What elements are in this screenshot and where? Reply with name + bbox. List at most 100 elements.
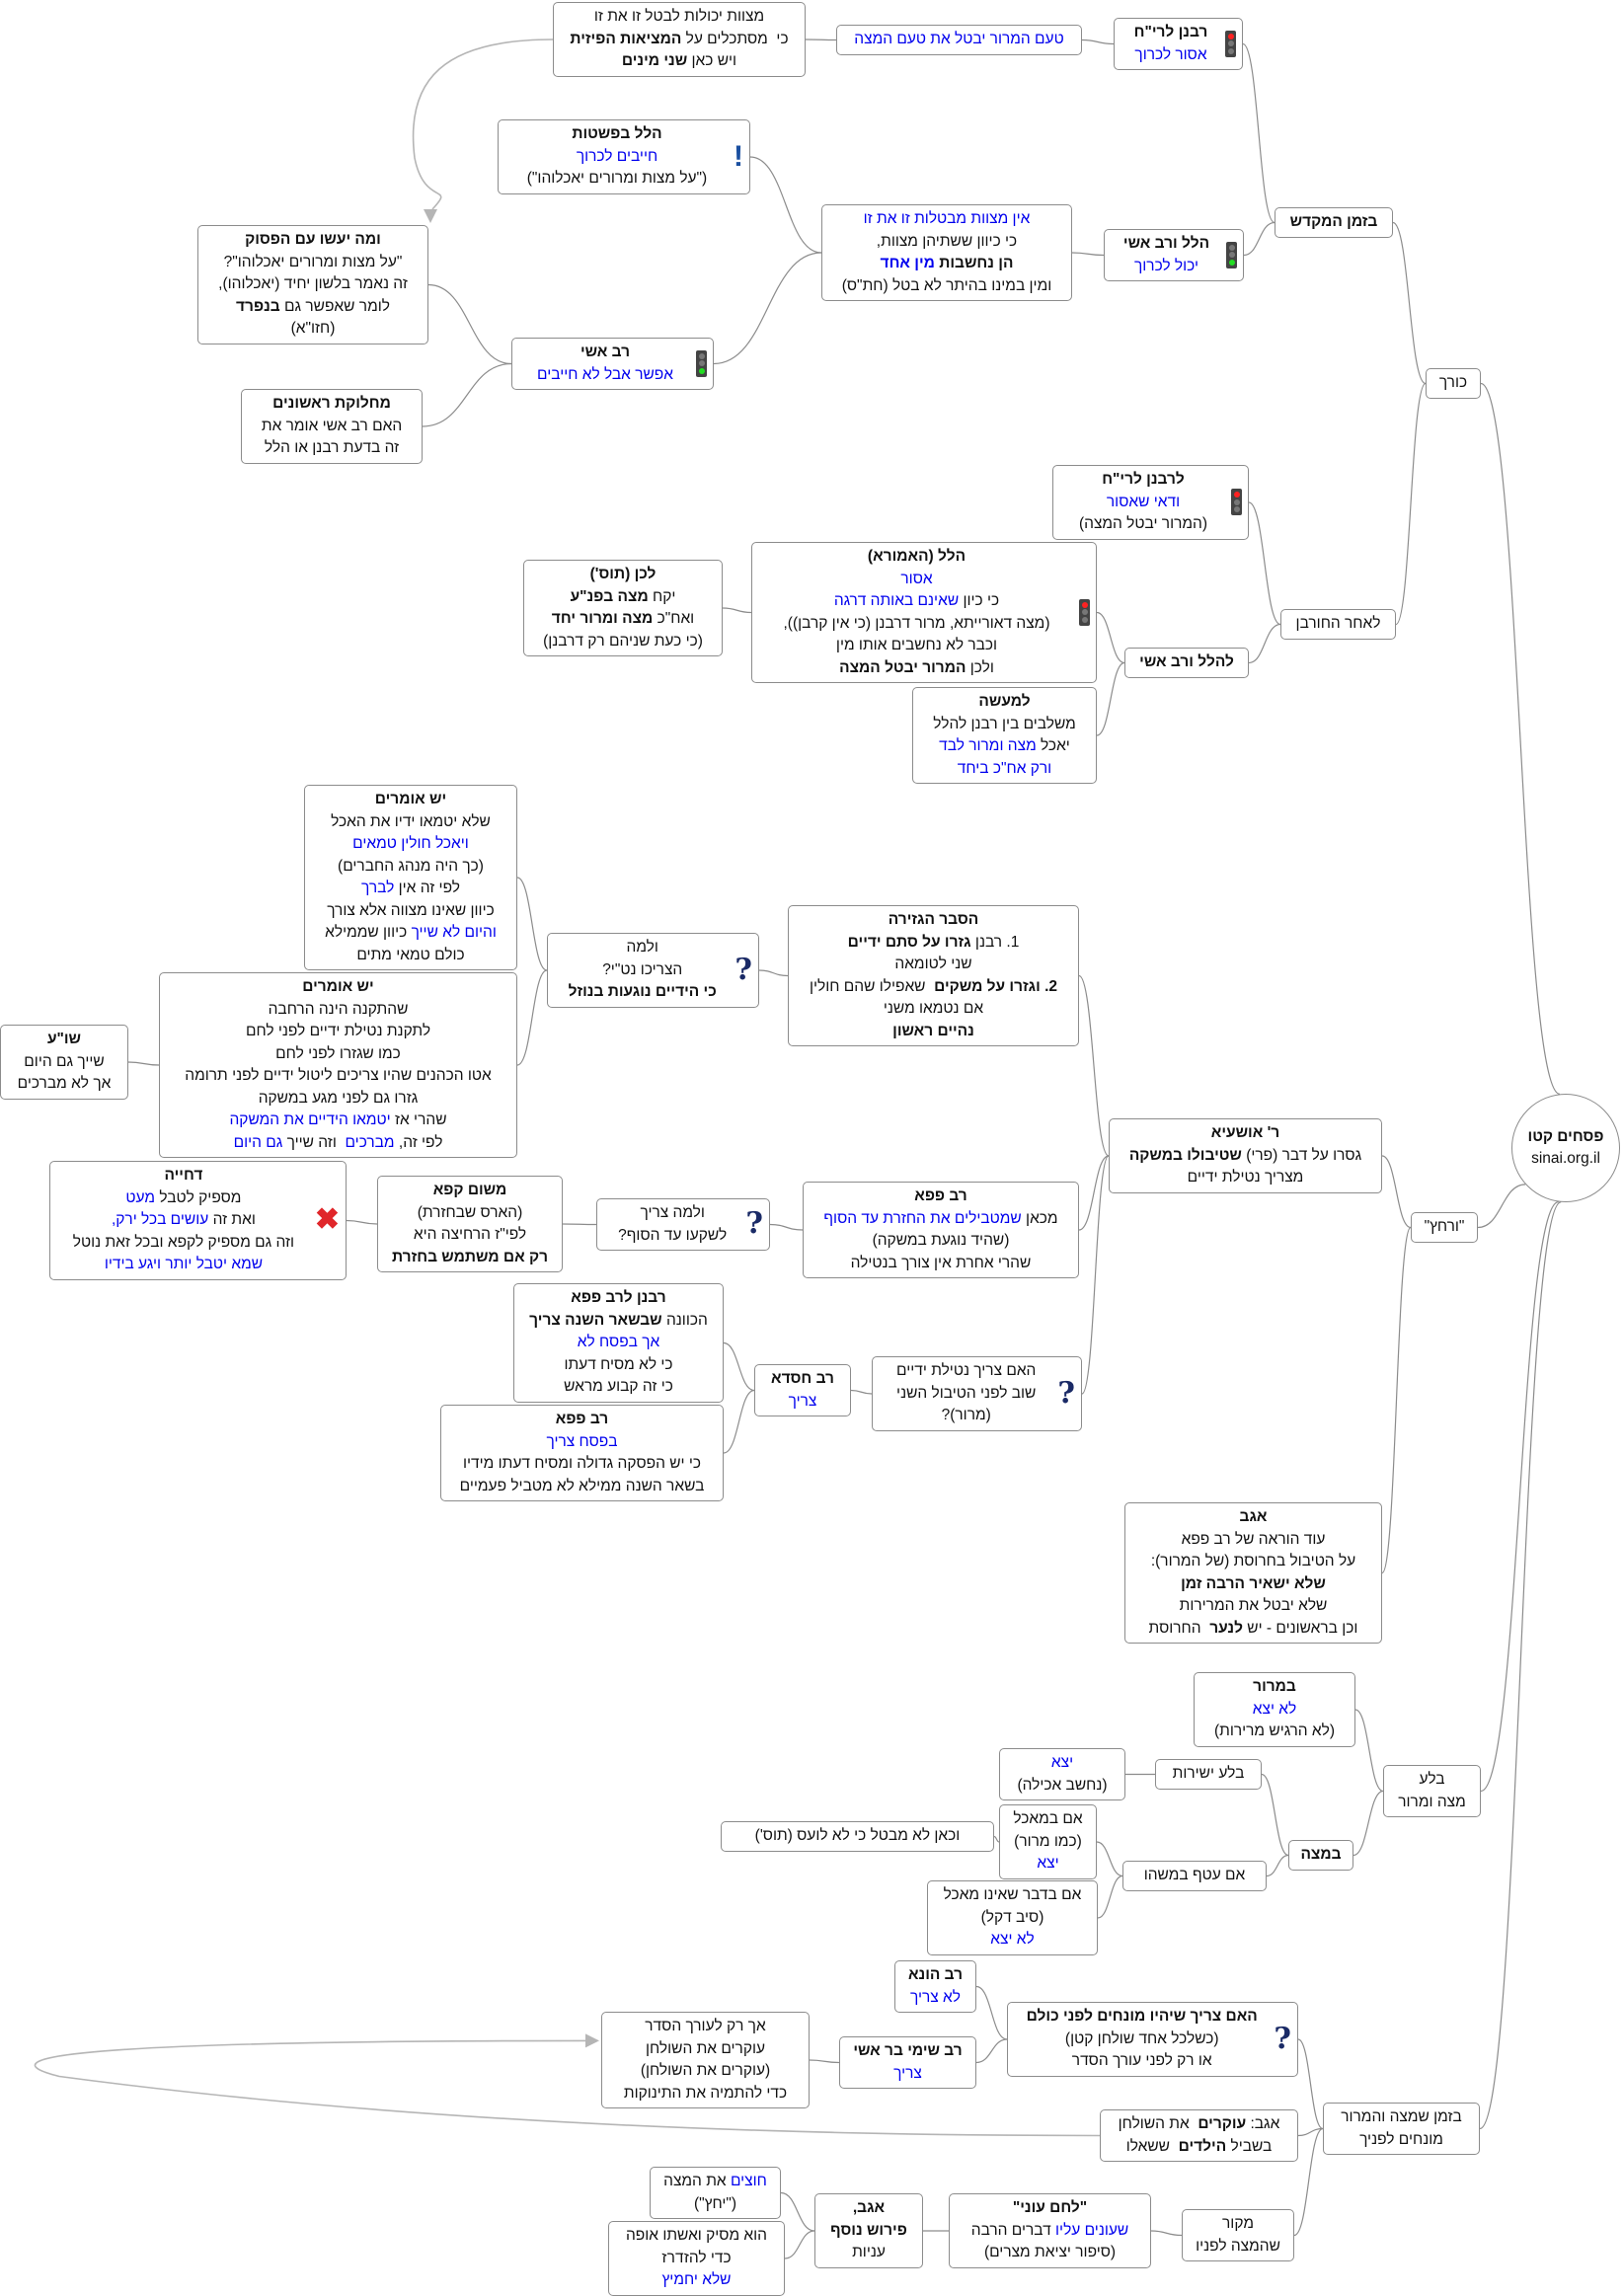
node-maror-not-fulfilled[interactable]: במרור לא יצא (לא הרגיש מרירות) <box>1194 1672 1355 1747</box>
node-split-matza[interactable]: חוצים את המצה ("יחץ") <box>650 2167 781 2219</box>
connector-C-M <box>1248 501 1281 626</box>
node-before-everyone-question[interactable]: ? האם צריך שיהיו מונחים לפני כולם (כשלכל א… <box>1007 2002 1298 2077</box>
node-shulchan-aruch[interactable]: שו"ע שייך גם היום אך לא מברכים <box>0 1025 128 1100</box>
topic-urchatz[interactable]: "ורחץ" <box>1411 1212 1478 1243</box>
node-line: הצריכו נט"י? <box>554 959 731 982</box>
node-if-in-food[interactable]: אם במאכל (כמו מרור) יצא <box>999 1804 1097 1879</box>
node-rejection[interactable]: ✖ דחייה מספיק לטבל מעט ואת זה עושים בכל ירק… <box>49 1161 347 1280</box>
topic-swallowed[interactable]: בלע מצה ומרור <box>1383 1765 1481 1817</box>
connector-ROOT-A <box>1480 382 1561 1095</box>
node-therefore-tosafot[interactable]: לכן (תוס') יקח מצה בפנ"ע ואח"כ מצה ומרור י… <box>523 560 723 656</box>
node-fulfilled-eating[interactable]: יצא (נחשב אכילה) <box>999 1748 1125 1800</box>
node-swallowed-directly[interactable]: בלע ישירות <box>1155 1759 1262 1790</box>
node-decree-explanation[interactable]: הסבר הגזירה 1. רבנן גזרו על סתם ידיים שני … <box>788 905 1079 1046</box>
node-text: האם צריך שיהיו מונחים לפני כולם (כשלכל אח… <box>1014 2006 1270 2073</box>
node-line: מספיק לטבל מעט <box>56 1187 311 1210</box>
connector-ROOT-AQ <box>1479 1201 1562 2130</box>
node-rabanan-forbidden[interactable]: רבנן לרי"ח אסור לכרוך <box>1114 18 1243 70</box>
node-text: אין מצוות מבטלות זו את זו כי כיוון ששתיהן… <box>828 208 1065 297</box>
node-line: (כמו מרור) <box>1006 1831 1090 1854</box>
node-hurry[interactable]: הוא מסיק ואשתו אופה כדי להזדרז שלא יחמיץ <box>608 2221 785 2296</box>
node-text-segment: (עוקרים את השולחן) <box>640 2062 771 2079</box>
node-if-wrapped[interactable]: אם עטף במשהו <box>1122 1861 1267 1891</box>
node-text-segment: האם צריך נטילת ידיים <box>896 1362 1037 1379</box>
node-mitzvot-cancel[interactable]: מצוות יכולות לבטל זו את זו כי מסתכלים על … <box>553 2 806 77</box>
node-hillel-amora[interactable]: הלל (האמורא) אסור כי כיון שאינם באותה דרגה… <box>751 542 1097 683</box>
node-text: כורך <box>1432 372 1474 395</box>
node-text: רב פפא מכאן שמטבילים את החזרת עד הסוף (שהי… <box>810 1186 1072 1274</box>
node-line: חוצים את המצה <box>657 2171 774 2193</box>
connector-A-C <box>1395 382 1427 626</box>
node-rishonim-dispute[interactable]: מחלוקת ראשונים האם רב אשי אומר את זה בדעת … <box>241 389 423 464</box>
node-matza[interactable]: במצה <box>1288 1840 1353 1871</box>
node-why-submerge[interactable]: ? ולמה צריך לשקעו עד הסוף? <box>596 1198 770 1251</box>
node-wash-again-question[interactable]: ? האם צריך נטילת ידיים שוב לפני הטיבול השנ… <box>872 1356 1082 1431</box>
node-kafa[interactable]: משום קפא (הארס שבחזרת) לפי"ז הרחיצה היא רק … <box>377 1176 563 1272</box>
node-rav-chisda[interactable]: רב חסדא צריך <box>754 1364 851 1416</box>
node-line: צריך <box>846 2063 969 2086</box>
node-rabanan-certainly-forbidden[interactable]: לרבנן לרי"ח ודאי שאסור (המרור יבטל המצה) <box>1052 465 1249 540</box>
node-rav-papa-pesach[interactable]: רב פפא בפסח צריך כי יש הפסקה גדולה ומסיח ד… <box>440 1405 724 1501</box>
node-rabanan-to-rav-papa[interactable]: רבנן לרב פפא הכוונה שבשאר השנה צריך אך בפס… <box>513 1283 724 1403</box>
node-to-hillel-rav-ashi[interactable]: להלל ורב אשי <box>1124 648 1249 678</box>
node-mitzvot-dont-cancel[interactable]: אין מצוות מבטלות זו את זו כי כיוון ששתיהן… <box>821 204 1072 301</box>
node-text-segment: בלע <box>1419 1771 1445 1788</box>
node-line: אגב <box>1131 1506 1375 1529</box>
node-line: דחייה <box>56 1165 311 1187</box>
node-text-segment: לרבנן לרי"ח <box>1102 471 1185 488</box>
node-line: 1. רבנן גזרו על סתם ידיים <box>795 932 1072 955</box>
node-text-segment: 1. רבנן <box>970 933 1020 951</box>
topic-placed-before-you[interactable]: בזמן שמצה והמרור מונחים לפניך <box>1323 2103 1480 2155</box>
node-incidentally-charoset[interactable]: אגב עוד הוראה של רב פפא על הטיבול בחרוסת (… <box>1124 1502 1382 1644</box>
node-text-segment: שוב לפני הטיבול השני <box>896 1384 1037 1402</box>
node-bitter-taste[interactable]: טעם המרור יבטל את טעם המצה <box>836 25 1082 55</box>
node-text-segment: עוקרים את השולחן <box>645 2039 766 2057</box>
traffic-light-green-icon <box>1226 242 1237 268</box>
node-text: אך רק לעורך הסדר עוקרים את השולחן (עוקרים … <box>608 2016 803 2105</box>
root-topic-pesachim-115[interactable]: פסחים קטו sinai.org.il <box>1511 1094 1620 1202</box>
node-another-explanation[interactable]: אגב, פירוש נוסף עניות <box>814 2193 923 2268</box>
node-rabbi-oshaya[interactable]: ר' אושעיא גסרו על דבר (פרי) שטיבולו במשקה… <box>1109 1118 1382 1193</box>
node-lechem-oni[interactable]: "לחם עוני" שעונים עליו דברים הרבה (סיפור י… <box>949 2193 1151 2268</box>
node-some-say-2[interactable]: יש אומרים שהתקנה הינה הרחבה לתקנת נטילת יד… <box>159 972 517 1158</box>
node-line: שו"ע <box>7 1029 121 1051</box>
node-rav-papa-dip[interactable]: רב פפא מכאן שמטבילים את החזרת עד הסוף (שהי… <box>803 1182 1079 1278</box>
node-verse-question[interactable]: ומה יעשו עם הפסוק "על מצות ומרורים יאכלוה… <box>197 225 428 344</box>
node-some-say-1[interactable]: יש אומרים שלא יטמאו ידיו את האכל ויאכל חול… <box>304 785 517 970</box>
topic-temple-era[interactable]: בזמן המקדש <box>1275 207 1393 238</box>
node-text-segment: (חזו"א) <box>290 320 336 337</box>
node-text-segment: טעם המרור יבטל את טעם המצה <box>854 31 1064 47</box>
node-text-segment: כיוון שאינו מצווה אלא צורך <box>327 901 495 919</box>
node-hillel-simple[interactable]: ! הלל בפשטות חייבים לכרוך ("על מצות ומרורים… <box>498 119 750 194</box>
node-line: במצה <box>1295 1844 1347 1867</box>
node-text-segment: ויש כאן <box>687 52 737 69</box>
node-source[interactable]: מקור שהמצה לפניו <box>1182 2209 1294 2261</box>
node-line: רבנן לרב פפא <box>520 1287 717 1310</box>
topic-after-destruction[interactable]: לאחר החורבן <box>1280 609 1396 640</box>
traffic-light-red-icon <box>1225 31 1236 57</box>
node-text-segment: הילדים <box>1178 2137 1227 2155</box>
node-non-food[interactable]: אם בדבר שאינו מאכל (סיב דקל) לא יצא <box>927 1880 1098 1955</box>
node-in-practice[interactable]: למעשה משלבים בין רבנן להלל יאכל מצה ומרור … <box>912 687 1097 784</box>
node-only-seder-leader[interactable]: אך רק לעורך הסדר עוקרים את השולחן (עוקרים … <box>601 2012 810 2108</box>
node-rav-ashi[interactable]: רב אשי אפשר אבל לא חייבים <box>511 338 714 390</box>
node-line: האם רב אשי אומר את <box>248 416 416 438</box>
connector-AD-AE <box>723 1341 755 1392</box>
node-line: צריך <box>761 1391 844 1414</box>
topic-korech[interactable]: כורך <box>1426 368 1481 399</box>
connector-U-V <box>516 877 548 971</box>
connector-T-U <box>758 969 789 977</box>
node-line: אסור <box>758 569 1075 591</box>
node-remove-table[interactable]: אגב: עוקרים את השולחן בשביל הילדים ששאלו <box>1100 2109 1298 2162</box>
node-rav-huna[interactable]: רב הונא לא צריך <box>894 1960 976 2013</box>
node-not-nullified[interactable]: וכאן לא מבטל כי לא לועס (תוס') <box>721 1821 994 1852</box>
node-hillel-rav-ashi[interactable]: הלל ורב אשי יכול לכרוך <box>1104 229 1244 281</box>
node-text-segment: (לא הרגיש מרירות) <box>1213 1722 1336 1739</box>
node-rav-shimi-bar-ashi[interactable]: רב שימי בר אשי צריך <box>839 2036 976 2089</box>
node-line: אגב: עוקרים את השולחן <box>1107 2113 1291 2136</box>
node-text-segment: כי יש הפסקה גדולה ומסיח דעתו מידיו <box>462 1455 702 1472</box>
node-text: במצה <box>1295 1844 1347 1867</box>
node-why-handwashing[interactable]: ? ולמה הצריכו נט"י? כי הידיים נוגעות בנוזל <box>547 933 759 1008</box>
node-line: ויאכל חולין טמאים <box>311 833 510 856</box>
question-icon: ? <box>734 952 752 987</box>
